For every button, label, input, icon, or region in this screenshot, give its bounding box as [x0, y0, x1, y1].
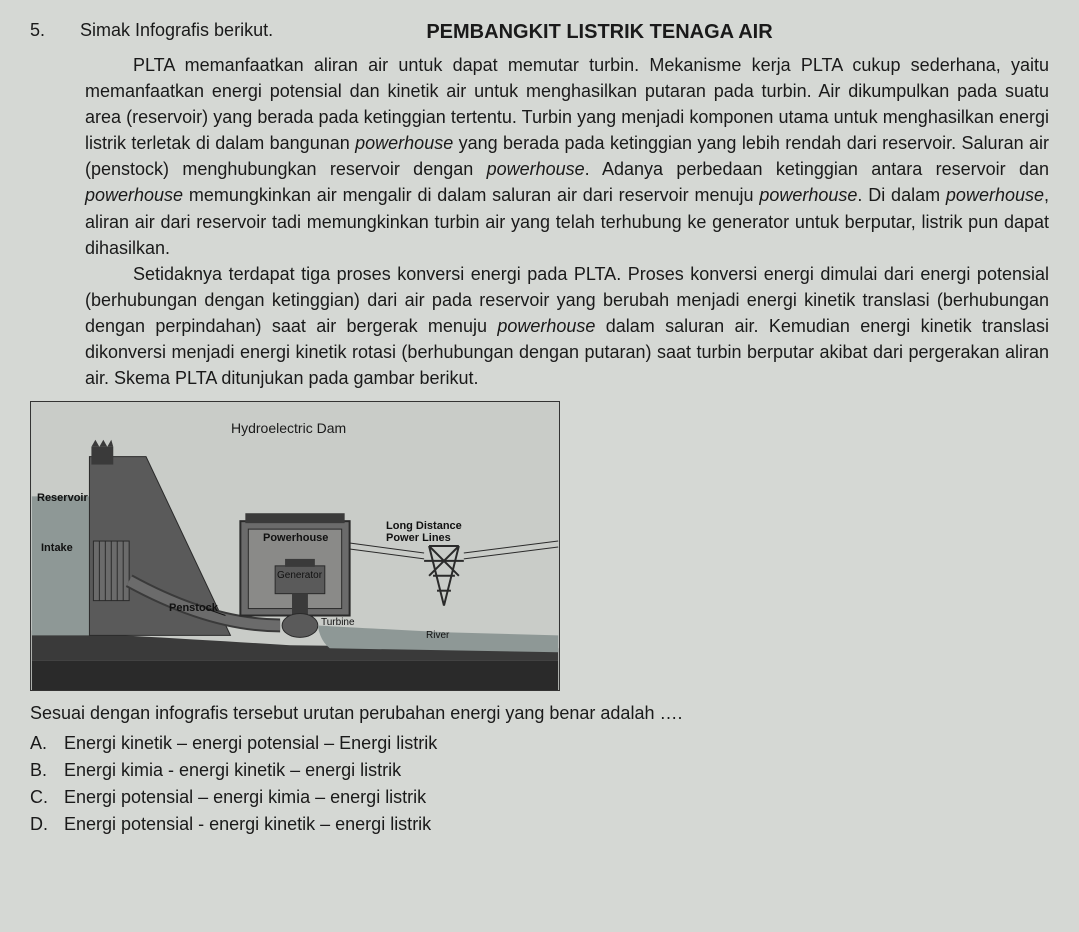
diagram-title: Hydroelectric Dam	[231, 420, 346, 436]
p1-em2: powerhouse	[487, 159, 585, 179]
p1-em3: powerhouse	[85, 185, 183, 205]
option-c[interactable]: C. Energi potensial – energi kimia – ene…	[30, 784, 1049, 811]
p1-em5: powerhouse	[946, 185, 1044, 205]
p1-em4: powerhouse	[759, 185, 857, 205]
label-penstock: Penstock	[169, 602, 218, 614]
option-a[interactable]: A. Energi kinetik – energi potensial – E…	[30, 730, 1049, 757]
hydroelectric-diagram: Hydroelectric Dam	[30, 401, 560, 691]
p1-m2: . Adanya perbedaan ketinggian antara res…	[585, 159, 1049, 179]
options-list: A. Energi kinetik – energi potensial – E…	[30, 730, 1049, 838]
option-d-text: Energi potensial - energi kinetik – ener…	[64, 811, 431, 838]
option-d[interactable]: D. Energi potensial - energi kinetik – e…	[30, 811, 1049, 838]
p1-first: PLTA	[133, 55, 174, 75]
option-b-letter: B.	[30, 757, 64, 784]
paragraph-1: PLTA memanfaatkan aliran air untuk dapat…	[85, 52, 1049, 391]
option-b-text: Energi kimia - energi kinetik – energi l…	[64, 757, 401, 784]
infographic-title: PEMBANGKIT LISTRIK TENAGA AIR	[150, 21, 1049, 44]
option-a-letter: A.	[30, 730, 64, 757]
question-prompt: Simak Infografis berikut.	[80, 20, 273, 41]
question-number: 5.	[30, 20, 60, 41]
label-intake: Intake	[41, 542, 73, 554]
label-generator: Generator	[277, 570, 322, 581]
final-question: Sesuai dengan infografis tersebut urutan…	[30, 703, 1049, 724]
option-b[interactable]: B. Energi kimia - energi kinetik – energ…	[30, 757, 1049, 784]
label-powerlines-1: Long Distance	[386, 520, 462, 532]
p1-em1: powerhouse	[355, 133, 453, 153]
option-d-letter: D.	[30, 811, 64, 838]
label-powerlines-2: Power Lines	[386, 532, 451, 544]
diagram-svg	[31, 402, 559, 690]
label-reservoir: Reservoir	[37, 492, 88, 504]
p1-m3: memungkinkan air mengalir di dalam salur…	[183, 185, 759, 205]
label-powerhouse: Powerhouse	[263, 532, 328, 544]
option-c-text: Energi potensial – energi kimia – energi…	[64, 784, 426, 811]
p2-em1: powerhouse	[497, 316, 595, 336]
option-a-text: Energi kinetik – energi potensial – Ener…	[64, 730, 437, 757]
p1-m4: . Di dalam	[857, 185, 946, 205]
label-river: River	[426, 630, 449, 641]
label-turbine: Turbine	[321, 617, 355, 628]
option-c-letter: C.	[30, 784, 64, 811]
